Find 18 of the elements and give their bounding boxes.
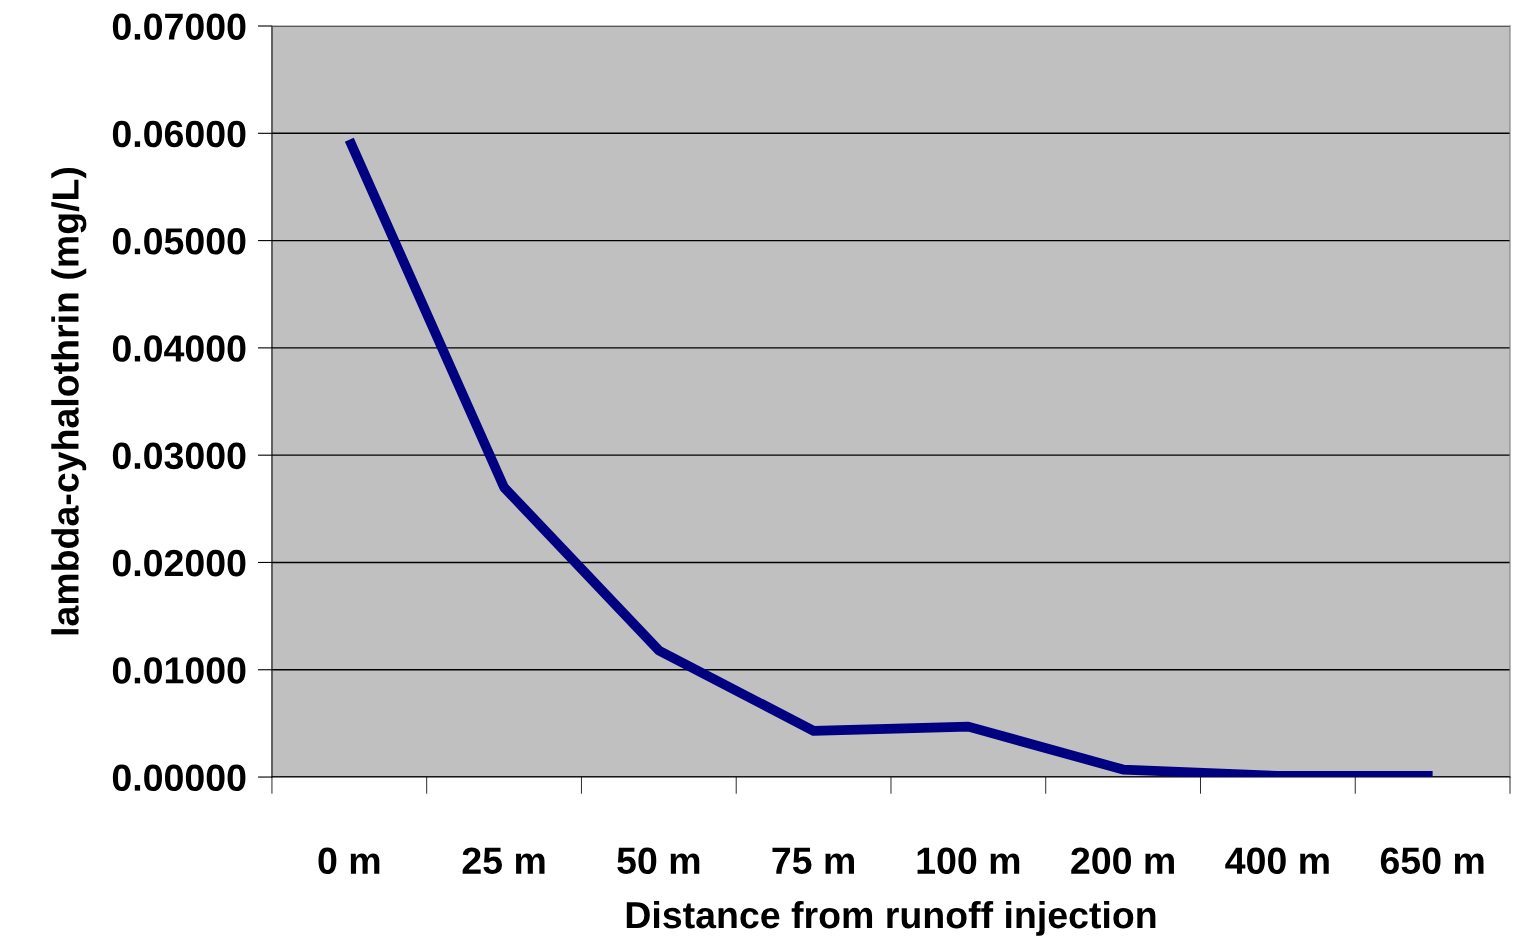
y-tick-label: 0.04000 [112,335,246,362]
y-tick-label: 0.07000 [112,13,246,40]
x-axis-title: Distance from runoff injection [626,900,1156,936]
x-tick-label: 25 m [462,847,545,875]
y-tick-label: 0.01000 [112,657,246,684]
x-tick-label: 200 m [1071,847,1174,875]
y-axis-title: lambda-cyhalothrin (mg/L) [51,167,87,635]
x-tick-label: 75 m [772,847,855,875]
x-tick-label: 0 m [318,847,380,875]
x-tick-label: 50 m [617,847,700,875]
x-tick-label: 650 m [1380,847,1484,875]
x-tick-label: 400 m [1225,847,1329,875]
x-tick-label: 100 m [917,847,1020,875]
y-tick-label: 0.02000 [112,549,246,577]
y-tick-label: 0.00000 [112,764,246,791]
y-tick-label: 0.03000 [112,442,246,470]
y-tick-label: 0.06000 [112,120,246,148]
y-tick-label: 0.05000 [112,228,246,255]
